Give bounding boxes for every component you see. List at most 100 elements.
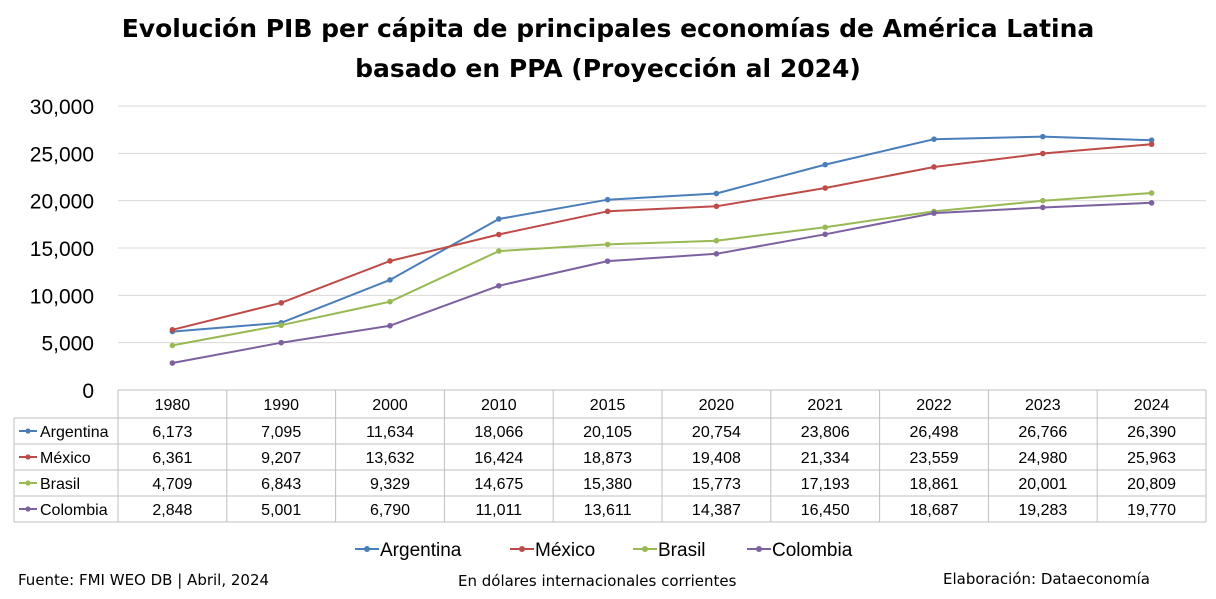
x-tick-label: 2022 [916,397,952,414]
table-cell: 18,687 [910,502,959,519]
x-tick-label: 2020 [699,397,735,414]
data-point-colombia [713,251,720,257]
chart-title-line-2: basado en PPA (Proyección al 2024) [355,54,861,83]
table-cell: 26,766 [1018,424,1067,441]
table-row-label-colombia: Colombia [40,502,108,519]
data-point-brasil [496,248,502,254]
table-cell: 18,873 [583,450,632,467]
table-cell: 2,848 [152,502,192,519]
data-point-argentina [931,136,937,142]
x-tick-label: 2024 [1134,397,1170,414]
data-point-argentina [1040,133,1046,140]
table-cell: 23,806 [801,424,850,441]
table-cell: 18,861 [910,476,959,493]
legend-label-colombia: Colombia [772,540,853,561]
table-cell: 15,380 [583,476,632,493]
table-cell: 23,559 [910,450,959,467]
data-point-mexico [387,258,393,264]
table-row-label-brasil: Brasil [40,476,80,493]
footer-credit: Elaboración: Dataeconomía [943,570,1150,588]
table-legend-marker-mexico [25,454,31,460]
table-row-label-argentina: Argentina [40,424,109,441]
table-legend-marker-argentina [25,428,31,434]
data-point-colombia [604,258,611,264]
table-cell: 13,632 [366,450,415,467]
table-cell: 6,843 [261,476,301,493]
table-cell: 13,611 [584,502,632,519]
data-point-brasil [713,237,720,244]
data-point-colombia [496,282,502,289]
footer-source: Fuente: FMI WEO DB | Abril, 2024 [18,571,270,589]
table-cell: 11,011 [476,502,523,519]
table-cell: 6,790 [370,502,410,519]
series-line-mexico [172,143,1152,331]
data-point-colombia [1040,204,1046,211]
y-axis-ticks: 0 5,000 10,000 15,000 20,000 25,000 30,000 [30,96,94,403]
data-point-colombia [169,360,176,366]
data-point-mexico [278,300,285,306]
legend-marker-mexico [519,546,525,552]
y-tick-label: 20,000 [30,191,94,214]
table-legend-marker-colombia [25,506,31,512]
table-cell: 14,675 [474,476,523,493]
x-tick-label: 2010 [481,397,517,414]
table-cell: 16,424 [474,450,523,467]
y-tick-label: 30,000 [30,96,94,119]
table-cell: 9,207 [261,450,301,467]
y-tick-label: 5,000 [41,333,94,356]
data-point-mexico [1040,150,1046,157]
table-cell: 26,390 [1127,424,1176,441]
table-cell: 9,329 [370,476,410,493]
footer-units: En dólares internacionales corrientes [458,572,737,590]
data-point-mexico [713,203,720,210]
table-cell: 20,105 [583,424,632,441]
table-cell: 20,001 [1018,476,1067,493]
legend-label-argentina: Argentina [380,540,462,561]
table-cell: 17,193 [801,476,850,493]
data-point-mexico [169,326,176,333]
legend: Argentina México Brasil Colombia [355,540,853,561]
data-point-brasil [387,298,393,305]
data-point-brasil [278,322,285,329]
data-point-argentina [604,196,611,203]
table-cell: 16,450 [801,502,850,519]
table-cell: 14,387 [692,502,741,519]
data-point-argentina [387,277,393,283]
y-tick-label: 15,000 [30,238,94,261]
x-tick-label: 1990 [263,397,299,414]
data-point-argentina [822,161,828,168]
data-point-colombia [822,231,828,238]
legend-marker-brasil [642,546,648,552]
series-lines [169,133,1155,366]
table-cell: 19,770 [1127,502,1176,519]
series-line-brasil [172,192,1152,347]
data-table: 1980 1990 2000 2010 2015 2020 2021 2022 2023 2024… [13,389,1207,523]
x-tick-label: 2015 [590,397,626,414]
data-point-argentina [1148,137,1155,143]
data-point-colombia [278,339,285,346]
table-cell: 20,754 [692,424,741,441]
table-cell: 11,634 [366,424,414,441]
x-tick-label: 2000 [372,397,408,414]
x-tick-label: 2023 [1025,397,1061,414]
table-cell: 26,498 [910,424,959,441]
gridlines [118,105,1206,344]
table-cell: 25,963 [1127,450,1176,467]
data-point-argentina [713,190,720,197]
table-cell: 15,773 [692,476,741,493]
data-point-mexico [931,164,937,170]
table-cell: 19,283 [1018,502,1067,519]
data-point-brasil [1040,197,1046,204]
table-cell: 18,066 [474,424,523,441]
data-point-colombia [931,210,937,216]
table-cell: 24,980 [1018,450,1067,467]
table-cell: 7,095 [261,424,301,441]
data-point-mexico [1148,141,1155,148]
y-tick-label: 25,000 [30,143,94,166]
data-point-mexico [822,185,828,191]
table-cell: 19,408 [692,450,741,467]
data-point-mexico [496,231,502,238]
data-point-brasil [822,224,828,231]
series-line-colombia [172,201,1152,364]
